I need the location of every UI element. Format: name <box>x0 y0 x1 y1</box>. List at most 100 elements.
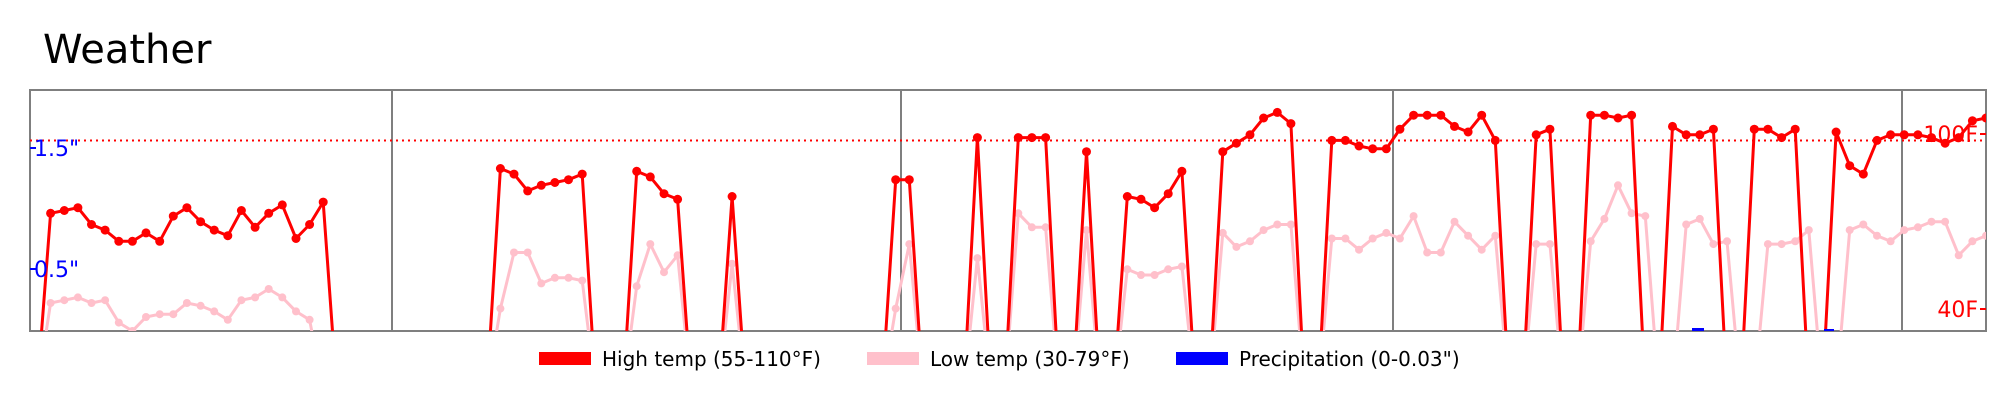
high-temp-point <box>1150 203 1160 213</box>
high-temp-point <box>1886 130 1896 140</box>
high-temp-point <box>1913 130 1923 140</box>
low-temp-point <box>1777 240 1786 249</box>
right-axis: 100F 40F <box>1923 123 1986 323</box>
high-temp-point <box>305 220 315 229</box>
high-temp-point <box>1927 133 1936 143</box>
low-temp-point <box>1286 220 1295 229</box>
low-temp-point <box>1123 265 1132 274</box>
high-temp-point <box>182 203 192 213</box>
low-temp-point <box>1137 271 1145 279</box>
left-tick-label: 1.5" <box>34 137 79 162</box>
low-temp-point <box>1177 262 1186 271</box>
high-temp-point <box>236 206 246 215</box>
low-temp-point <box>1941 217 1950 226</box>
low-temp-point <box>1014 209 1023 218</box>
low-temp-point <box>1927 217 1936 226</box>
low-temp-point <box>496 304 505 313</box>
high-temp-point <box>1177 166 1187 176</box>
high-temp-point <box>1967 116 1977 126</box>
high-temp-point <box>114 236 124 246</box>
low-temp-point <box>1873 231 1881 240</box>
low-temp-point <box>1804 226 1813 235</box>
low-temp-point <box>1027 223 1036 232</box>
month-separators <box>391 90 1903 331</box>
low-temp-point <box>128 327 137 331</box>
low-temp-point <box>1996 232 2004 240</box>
high-temp-point <box>1286 119 1296 129</box>
high-temp-point <box>1763 124 1773 134</box>
high-temp-point <box>1245 130 1255 140</box>
low-temp-point <box>1682 220 1691 229</box>
low-temp-point <box>101 296 110 305</box>
precip-bar <box>1824 329 1834 331</box>
low-temp-point <box>1041 223 1050 232</box>
low-temp-point <box>1954 251 1963 260</box>
high-temp-point <box>509 169 519 179</box>
low-temp-point <box>1723 237 1731 246</box>
chart-title: Weather <box>43 27 212 73</box>
low-temp-point <box>210 307 219 316</box>
low-temp-point <box>632 282 641 291</box>
high-temp-point <box>1858 169 1868 179</box>
high-temp-point <box>1981 113 1986 123</box>
low-temp-point <box>1968 237 1977 246</box>
low-temp-point <box>1164 265 1173 274</box>
high-temp-point <box>1845 161 1855 171</box>
high-temp-point <box>673 194 683 204</box>
low-temp-point <box>1395 234 1404 243</box>
high-temp-point <box>291 234 301 243</box>
low-temp-point <box>646 240 655 249</box>
high-temp-point <box>1545 124 1555 134</box>
low-temp-point <box>46 299 55 307</box>
high-temp-point <box>1940 138 1950 148</box>
high-temp-point <box>73 203 83 213</box>
high-temp-point <box>196 217 206 227</box>
high-temp-point <box>1082 147 1091 157</box>
high-temp-point <box>1368 144 1378 154</box>
low-temp-point <box>73 293 82 302</box>
right-tick-label: 100F <box>1923 123 1978 148</box>
low-temp-point <box>728 259 737 268</box>
low-temp-point <box>264 285 273 293</box>
low-temp-series <box>44 181 2004 331</box>
low-temp-point <box>1627 209 1636 218</box>
precipitation-series <box>1692 328 1834 331</box>
low-temp-point <box>1246 237 1254 246</box>
low-temp-point <box>1709 240 1718 249</box>
low-temp-point <box>1259 226 1268 235</box>
legend-label-high: High temp (55-110°F) <box>602 347 821 371</box>
plot-area <box>29 89 1987 332</box>
high-temp-point <box>1613 113 1623 123</box>
high-temp-point <box>564 175 573 185</box>
legend-swatch-high <box>539 352 591 365</box>
precip-bar <box>1692 328 1704 331</box>
high-temp-point <box>59 206 69 215</box>
high-temp-point <box>632 166 642 176</box>
low-temp-point <box>1545 240 1554 249</box>
low-temp-point <box>1218 228 1227 237</box>
low-temp-point <box>1791 237 1800 246</box>
low-temp-point <box>305 315 314 324</box>
low-temp-point <box>1232 242 1241 251</box>
low-temp-point <box>564 273 573 282</box>
low-temp-point <box>660 268 668 277</box>
low-temp-point <box>142 313 150 321</box>
high-temp-point <box>577 169 587 179</box>
low-temp-point <box>905 240 914 249</box>
high-temp-point <box>1381 144 1391 154</box>
high-temp-point <box>972 133 982 143</box>
high-temp-point <box>1790 124 1800 134</box>
low-temp-point <box>1859 220 1868 229</box>
low-temp-point <box>891 304 900 313</box>
high-temp-point <box>1013 133 1023 143</box>
low-temp-point <box>1150 271 1159 279</box>
low-temp-point <box>278 293 287 302</box>
low-temp-point <box>1450 217 1459 226</box>
high-temp-point <box>1422 110 1432 120</box>
low-temp-point <box>1600 214 1609 223</box>
high-temp-point <box>1122 192 1132 201</box>
high-temp-point <box>645 172 655 182</box>
high-temp-point <box>1327 135 1337 145</box>
high-temp-point <box>1218 147 1228 157</box>
high-temp-point <box>891 175 901 185</box>
